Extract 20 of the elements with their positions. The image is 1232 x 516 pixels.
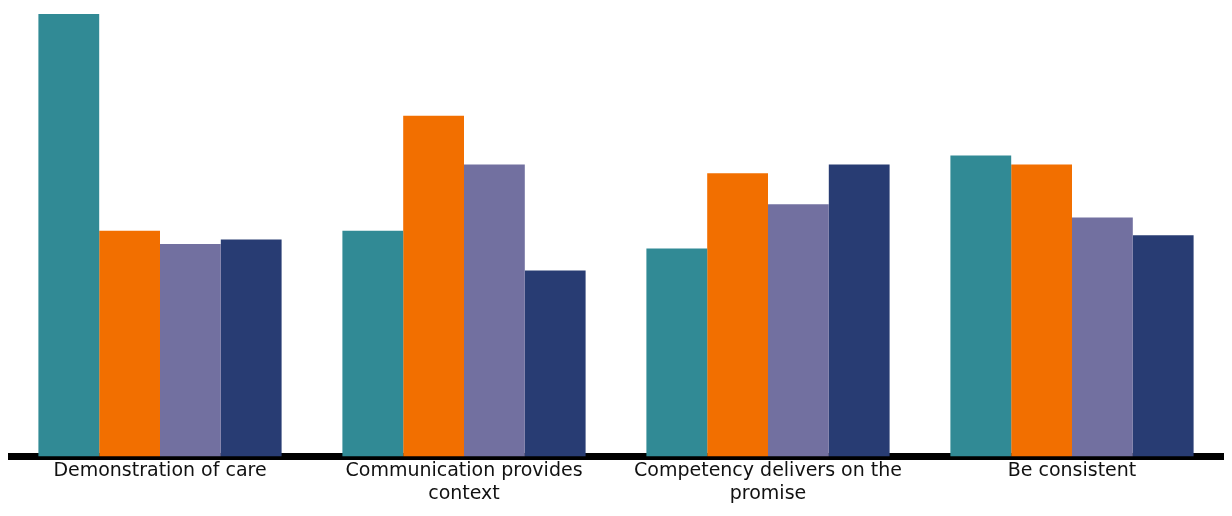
bar [38,14,100,457]
bar [99,230,160,457]
bar [524,270,586,457]
bar [1132,235,1194,457]
bar [1072,217,1133,457]
bar [1011,164,1072,457]
bar [707,173,768,457]
bar [160,244,221,457]
bar [646,248,708,457]
x-tick-label: Be consistent [1007,457,1137,480]
x-tick-label: Competency delivers on the promise [634,457,902,503]
bar [464,164,525,457]
bar [342,230,404,457]
bar [828,164,890,457]
x-tick-label: Demonstration of care [53,457,267,480]
bar [950,155,1012,457]
bar [403,115,464,457]
bar [768,204,829,457]
x-tick-label: Communication provides context [345,457,583,503]
bar [220,239,282,457]
